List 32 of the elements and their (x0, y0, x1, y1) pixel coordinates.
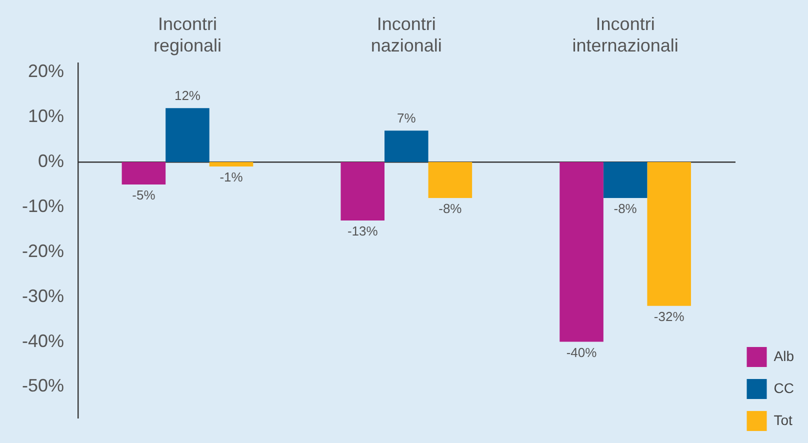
y-tick-label: -50% (22, 376, 64, 396)
bar (122, 162, 166, 185)
x-tick-label: Incontri internazionali (572, 14, 678, 56)
y-tick-label: -30% (22, 286, 64, 306)
bar (166, 108, 210, 162)
bar (340, 162, 384, 220)
legend-label: CC (774, 380, 794, 396)
y-tick-label: -10% (22, 196, 64, 216)
y-tick-label: 10% (28, 106, 64, 126)
y-tick-label: -20% (22, 240, 64, 261)
data-label: -1% (220, 170, 244, 185)
data-label: -40% (566, 344, 598, 360)
bar (384, 130, 428, 162)
data-label: -8% (614, 201, 638, 216)
data-label: -8% (438, 201, 462, 216)
x-tick-label: Incontri nazionali (370, 14, 442, 56)
data-label: 12% (174, 88, 201, 104)
y-tick-label: -40% (22, 330, 64, 351)
legend-label: Tot (774, 412, 793, 428)
bar (603, 162, 648, 198)
legend-label: Alb (774, 348, 794, 364)
bar (560, 162, 604, 342)
bar (209, 162, 254, 167)
data-label: 7% (396, 110, 416, 126)
bar (647, 162, 691, 306)
bar (428, 162, 472, 198)
y-tick-label: 0% (38, 151, 64, 172)
data-label: -32% (654, 308, 685, 324)
y-tick-label: 20% (28, 61, 64, 82)
x-tick-label: Incontri regionali (153, 14, 222, 56)
data-label: -5% (132, 188, 156, 203)
data-label: -13% (347, 224, 378, 239)
